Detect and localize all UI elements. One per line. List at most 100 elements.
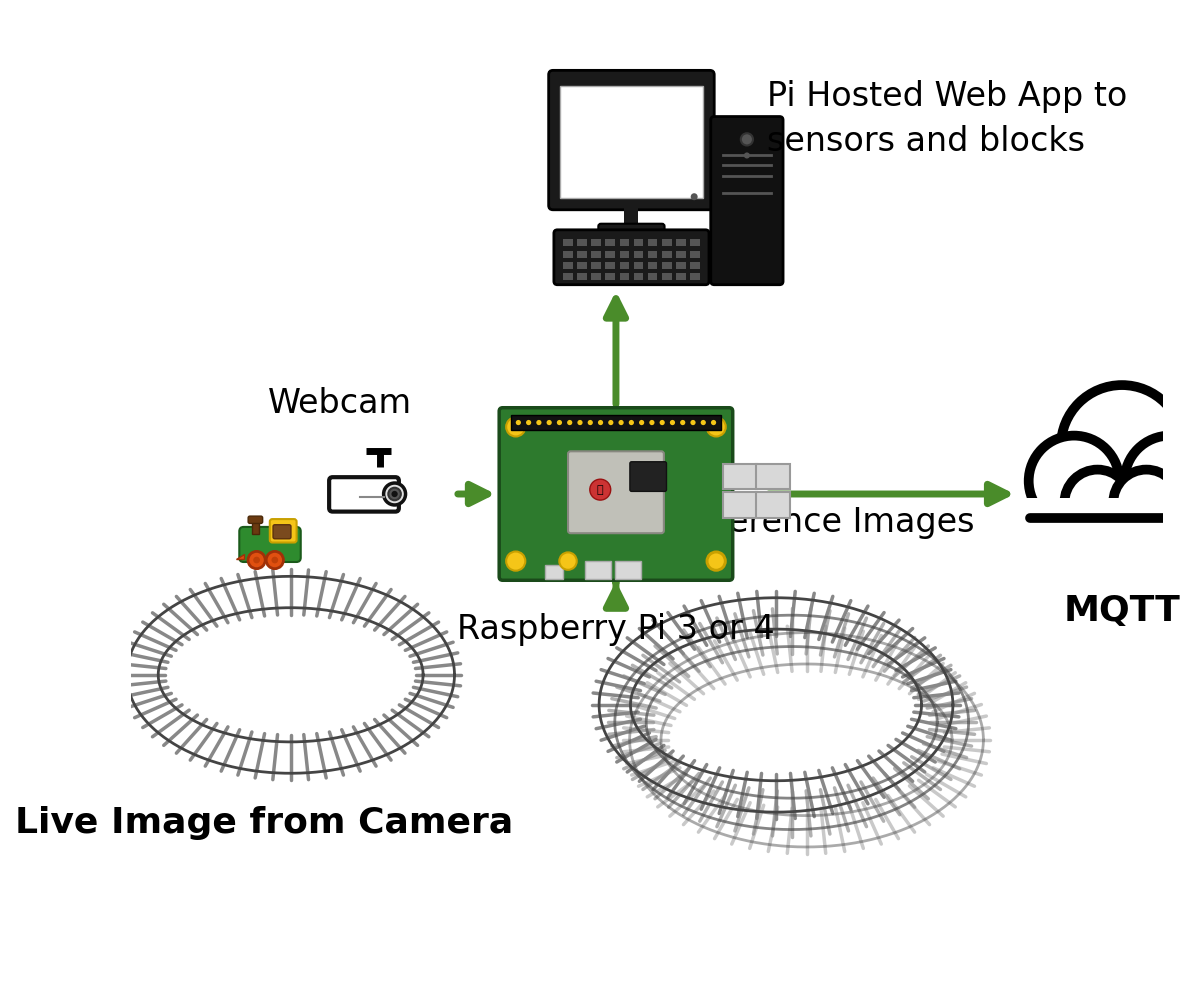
Bar — [620, 239, 629, 246]
FancyBboxPatch shape — [584, 561, 610, 579]
Circle shape — [744, 152, 750, 158]
Bar — [690, 274, 700, 281]
Bar — [662, 239, 672, 246]
Circle shape — [691, 420, 696, 425]
Bar — [606, 274, 615, 281]
Bar — [634, 274, 643, 281]
FancyBboxPatch shape — [248, 516, 263, 524]
Bar — [634, 251, 643, 258]
Bar — [563, 239, 572, 246]
Text: MQTT: MQTT — [1063, 594, 1180, 628]
Circle shape — [608, 420, 614, 425]
Bar — [634, 239, 643, 246]
FancyBboxPatch shape — [545, 564, 563, 579]
Text: 🍓: 🍓 — [597, 485, 603, 495]
Circle shape — [254, 556, 260, 563]
Bar — [606, 262, 615, 269]
Circle shape — [537, 420, 542, 425]
FancyBboxPatch shape — [239, 527, 301, 562]
Circle shape — [1029, 436, 1120, 527]
Bar — [690, 239, 700, 246]
Text: Webcam: Webcam — [268, 387, 412, 420]
Bar — [662, 262, 672, 269]
Circle shape — [706, 417, 725, 437]
Bar — [563, 274, 572, 281]
FancyBboxPatch shape — [615, 561, 641, 579]
Bar — [512, 415, 720, 431]
FancyBboxPatch shape — [723, 492, 757, 518]
Text: Live Image from Camera: Live Image from Camera — [15, 805, 513, 840]
Bar — [634, 262, 643, 269]
Bar — [606, 251, 615, 258]
FancyBboxPatch shape — [630, 461, 666, 491]
Circle shape — [271, 556, 278, 563]
Bar — [648, 251, 658, 258]
Bar — [591, 239, 601, 246]
Bar — [577, 251, 587, 258]
Bar — [577, 262, 587, 269]
Circle shape — [389, 488, 401, 500]
Circle shape — [598, 420, 603, 425]
Bar — [690, 251, 700, 258]
FancyBboxPatch shape — [598, 223, 665, 236]
Circle shape — [1113, 469, 1179, 535]
Circle shape — [506, 417, 525, 437]
Circle shape — [639, 420, 645, 425]
Circle shape — [1125, 436, 1185, 527]
Circle shape — [526, 420, 531, 425]
Circle shape — [629, 420, 634, 425]
Bar — [662, 274, 672, 281]
Circle shape — [649, 420, 654, 425]
Circle shape — [691, 194, 698, 201]
Circle shape — [546, 420, 552, 425]
Bar — [620, 251, 629, 258]
Circle shape — [707, 552, 725, 570]
FancyBboxPatch shape — [270, 519, 296, 542]
Bar — [620, 274, 629, 281]
Circle shape — [670, 420, 675, 425]
Bar — [648, 262, 658, 269]
Text: Pi Hosted Web App to: Pi Hosted Web App to — [767, 80, 1127, 113]
Text: Raspberry Pi 3 or 4: Raspberry Pi 3 or 4 — [457, 614, 775, 646]
Text: sensors and blocks: sensors and blocks — [767, 125, 1084, 158]
FancyBboxPatch shape — [273, 525, 292, 538]
Circle shape — [384, 483, 405, 505]
FancyBboxPatch shape — [723, 463, 757, 489]
FancyBboxPatch shape — [561, 86, 703, 199]
Bar — [662, 251, 672, 258]
Circle shape — [711, 420, 716, 425]
Bar — [563, 251, 572, 258]
Circle shape — [577, 420, 583, 425]
Bar — [620, 262, 629, 269]
Circle shape — [515, 420, 521, 425]
Circle shape — [248, 551, 265, 569]
Circle shape — [590, 479, 610, 500]
Circle shape — [557, 420, 562, 425]
Bar — [591, 262, 601, 269]
Polygon shape — [236, 554, 244, 559]
Bar — [1008, 498, 1185, 542]
Bar — [591, 274, 601, 281]
Circle shape — [706, 551, 725, 571]
FancyBboxPatch shape — [549, 70, 715, 209]
Bar — [591, 251, 601, 258]
Circle shape — [506, 551, 525, 571]
Circle shape — [588, 420, 592, 425]
Circle shape — [619, 420, 623, 425]
FancyBboxPatch shape — [499, 408, 732, 580]
Bar — [606, 239, 615, 246]
Bar — [648, 239, 658, 246]
Circle shape — [391, 491, 398, 497]
Bar — [677, 239, 686, 246]
FancyBboxPatch shape — [756, 492, 790, 518]
Circle shape — [568, 420, 572, 425]
Bar — [577, 239, 587, 246]
Circle shape — [1064, 469, 1130, 535]
FancyBboxPatch shape — [711, 117, 783, 285]
Bar — [677, 274, 686, 281]
Circle shape — [680, 420, 685, 425]
Circle shape — [1061, 385, 1183, 507]
Bar — [677, 262, 686, 269]
Bar — [690, 262, 700, 269]
Circle shape — [660, 420, 665, 425]
